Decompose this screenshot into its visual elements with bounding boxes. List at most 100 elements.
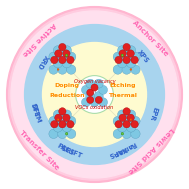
Circle shape — [131, 56, 138, 64]
Circle shape — [58, 129, 67, 139]
Circle shape — [131, 121, 138, 128]
Circle shape — [115, 121, 122, 128]
Circle shape — [113, 52, 122, 61]
Circle shape — [118, 46, 127, 55]
Circle shape — [118, 110, 127, 119]
Text: Thermal: Thermal — [108, 93, 137, 98]
Circle shape — [91, 84, 98, 91]
Circle shape — [126, 46, 136, 55]
Circle shape — [53, 59, 63, 68]
Text: Reduction: Reduction — [49, 93, 85, 98]
Circle shape — [57, 119, 59, 121]
Text: Transfer Site: Transfer Site — [18, 129, 60, 171]
Circle shape — [55, 114, 62, 122]
Circle shape — [98, 85, 108, 94]
Circle shape — [7, 7, 182, 182]
Circle shape — [51, 56, 58, 64]
Circle shape — [62, 110, 71, 119]
Circle shape — [53, 123, 63, 132]
Circle shape — [62, 46, 71, 55]
Circle shape — [57, 68, 59, 70]
Circle shape — [123, 56, 130, 64]
Circle shape — [131, 52, 140, 61]
Circle shape — [51, 121, 58, 128]
Circle shape — [122, 116, 131, 126]
Circle shape — [126, 123, 136, 132]
Circle shape — [118, 59, 127, 68]
Circle shape — [63, 114, 70, 122]
Circle shape — [43, 43, 146, 146]
Circle shape — [121, 132, 124, 135]
Text: PALS: PALS — [56, 142, 75, 156]
Circle shape — [55, 50, 62, 57]
Circle shape — [95, 89, 102, 96]
Circle shape — [65, 132, 68, 135]
Circle shape — [9, 9, 180, 180]
Circle shape — [53, 110, 63, 119]
Circle shape — [122, 52, 131, 61]
Circle shape — [58, 65, 67, 74]
Circle shape — [119, 114, 126, 122]
Text: Etching: Etching — [110, 84, 136, 88]
Circle shape — [25, 25, 164, 164]
Circle shape — [127, 50, 134, 57]
Circle shape — [131, 129, 140, 139]
Circle shape — [94, 79, 103, 88]
Circle shape — [113, 65, 122, 74]
Circle shape — [11, 11, 178, 178]
Circle shape — [122, 65, 131, 74]
Circle shape — [126, 59, 136, 68]
Circle shape — [53, 46, 63, 55]
Circle shape — [86, 79, 95, 88]
Circle shape — [59, 56, 66, 64]
Circle shape — [76, 76, 113, 113]
Circle shape — [123, 43, 130, 51]
Circle shape — [67, 116, 76, 126]
Circle shape — [126, 110, 136, 119]
Circle shape — [58, 116, 67, 126]
Text: XRD: XRD — [35, 53, 49, 70]
Circle shape — [122, 129, 131, 139]
Text: DRIFT: DRIFT — [60, 145, 83, 159]
Circle shape — [67, 52, 76, 61]
Circle shape — [49, 52, 58, 61]
Circle shape — [123, 121, 130, 128]
Circle shape — [90, 98, 99, 107]
Text: DFT: DFT — [30, 103, 40, 119]
Text: EPR: EPR — [148, 106, 158, 122]
Text: Lewis Acid Site: Lewis Acid Site — [126, 126, 174, 174]
Text: XAFS: XAFS — [108, 146, 128, 158]
Circle shape — [67, 121, 74, 128]
Circle shape — [115, 56, 122, 64]
Text: Anchor Site: Anchor Site — [131, 20, 169, 58]
Circle shape — [81, 98, 91, 107]
Circle shape — [113, 129, 122, 139]
Circle shape — [87, 89, 94, 96]
Circle shape — [49, 129, 58, 139]
Circle shape — [98, 98, 108, 107]
Circle shape — [81, 85, 91, 94]
Circle shape — [67, 65, 76, 74]
Circle shape — [65, 54, 68, 57]
Text: VOCs oxidation: VOCs oxidation — [75, 105, 114, 110]
Circle shape — [67, 129, 76, 139]
Text: Oxygen vacancy: Oxygen vacancy — [74, 79, 115, 84]
Circle shape — [130, 119, 132, 121]
Circle shape — [94, 91, 103, 101]
Circle shape — [121, 54, 124, 57]
Text: STEM: STEM — [30, 103, 42, 124]
Text: Raman: Raman — [111, 140, 136, 158]
Circle shape — [119, 50, 126, 57]
Circle shape — [118, 123, 127, 132]
Circle shape — [131, 65, 140, 74]
Circle shape — [49, 65, 58, 74]
Text: Doping: Doping — [55, 84, 80, 88]
Circle shape — [49, 116, 58, 126]
Circle shape — [59, 43, 66, 51]
Text: XPS: XPS — [136, 49, 150, 64]
Circle shape — [58, 52, 67, 61]
Circle shape — [87, 96, 94, 104]
Circle shape — [62, 59, 71, 68]
Circle shape — [130, 68, 132, 70]
Circle shape — [62, 123, 71, 132]
